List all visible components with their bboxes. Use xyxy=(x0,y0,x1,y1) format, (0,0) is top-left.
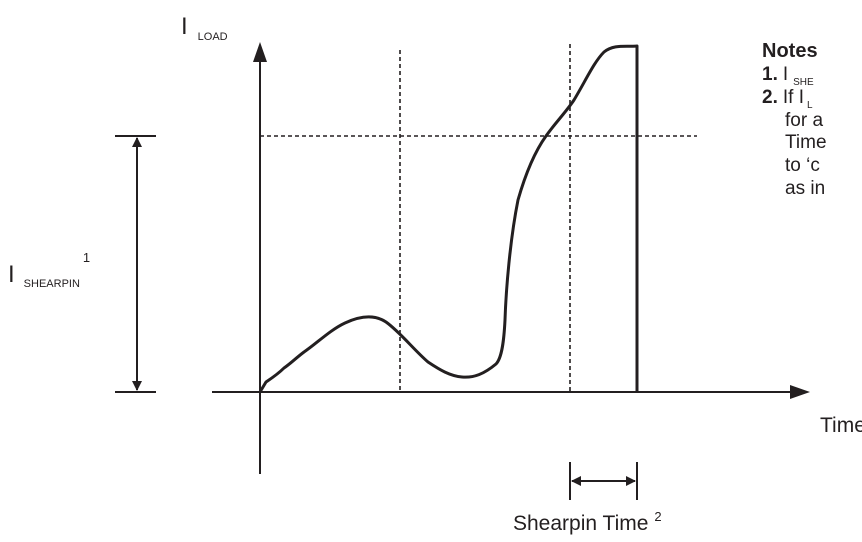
note-2-line-4: to ‘c xyxy=(785,155,820,176)
note-2-line-5: as in xyxy=(785,178,825,199)
load-current-curve xyxy=(258,44,639,394)
y-axis-arrow-icon xyxy=(253,42,267,62)
note-1: 1. I SHE xyxy=(762,64,814,88)
y-axis-label: I LOAD xyxy=(181,13,228,43)
x-axis-label: Time xyxy=(820,414,862,437)
notes-heading: Notes xyxy=(762,40,818,62)
x-axis-arrow-icon xyxy=(790,385,810,399)
note-2-line-2: for a xyxy=(785,110,823,131)
note-2-line-3: Time xyxy=(785,132,827,153)
shearpin-time-label: Shearpin Time 2 xyxy=(513,509,662,535)
shearpin-current-label: I SHEARPIN1 xyxy=(8,250,90,290)
